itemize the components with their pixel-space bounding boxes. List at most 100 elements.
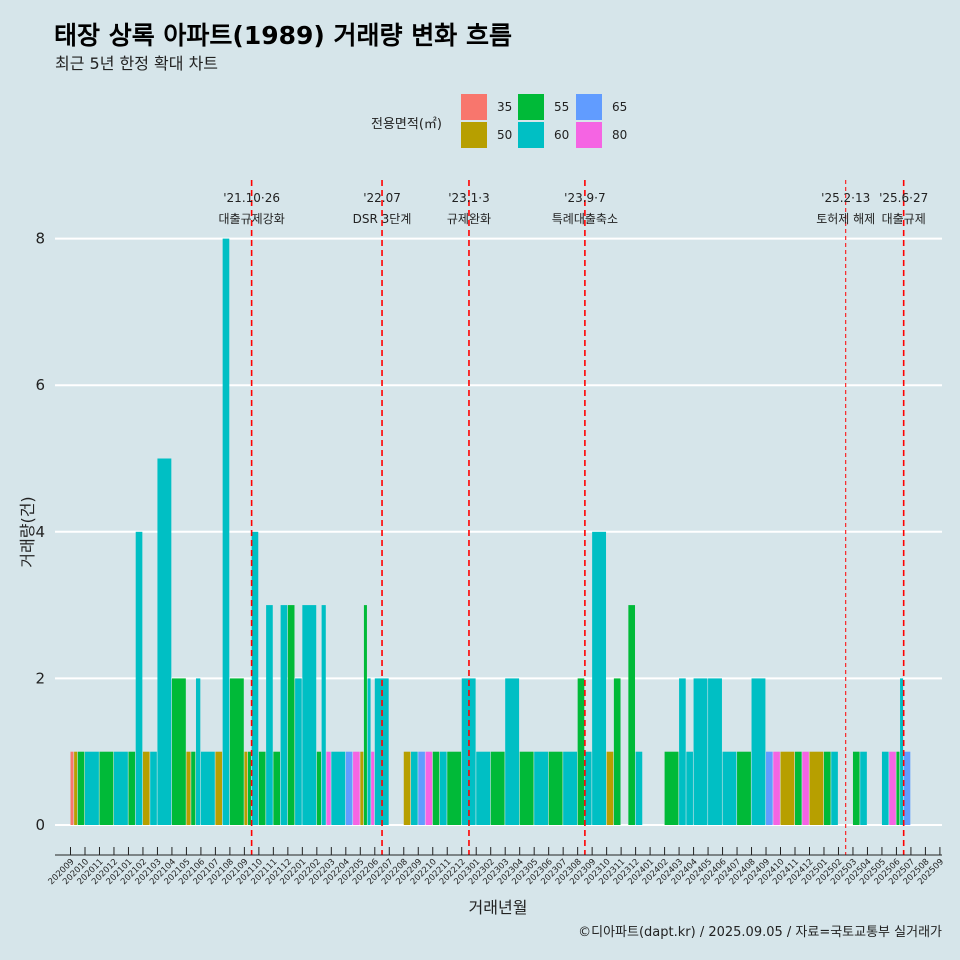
bar-11 xyxy=(171,678,186,825)
y-axis-title: 거래량(건) xyxy=(18,496,37,567)
y-tick-label: 0 xyxy=(35,816,45,834)
bar-80 xyxy=(881,751,889,825)
chart-title: 태장 상록 아파트(1989) 거래량 변화 흐름 xyxy=(54,21,512,50)
legend-swatch-50 xyxy=(461,122,487,148)
y-tick-label: 6 xyxy=(35,376,45,394)
event-label: DSR 3단계 xyxy=(353,212,412,226)
bar-74 xyxy=(802,751,809,825)
bar-27 xyxy=(295,678,302,825)
bar-7 xyxy=(135,531,143,825)
bar-36 xyxy=(363,605,367,825)
bar-61 xyxy=(635,751,643,825)
bar-13 xyxy=(191,751,196,825)
bar-40 xyxy=(403,751,411,825)
bar-19 xyxy=(244,751,248,825)
bar-8 xyxy=(142,751,150,825)
legend-label-35: 35 xyxy=(497,100,512,114)
bar-65 xyxy=(693,678,708,825)
bar-69 xyxy=(751,678,766,825)
bar-76 xyxy=(823,751,831,825)
bar-73 xyxy=(795,751,802,825)
bar-54 xyxy=(563,751,578,825)
event-date: '25.2·13 xyxy=(821,191,870,205)
bar-50 xyxy=(505,678,520,825)
legend-swatch-60 xyxy=(518,122,544,148)
bar-34 xyxy=(353,751,360,825)
bar-53 xyxy=(548,751,563,825)
legend-label-80: 80 xyxy=(612,128,627,142)
bar-28 xyxy=(302,605,317,825)
bar-21 xyxy=(251,531,259,825)
bar-0 xyxy=(70,751,74,825)
y-tick-label: 4 xyxy=(35,523,45,541)
event-date: '23.1·3 xyxy=(448,191,489,205)
y-tick-label: 8 xyxy=(35,230,45,248)
bar-52 xyxy=(534,751,549,825)
bar-38 xyxy=(371,751,375,825)
bar-66 xyxy=(708,678,722,825)
legend-label-65: 65 xyxy=(612,100,627,114)
bar-24 xyxy=(273,751,281,825)
bar-2 xyxy=(77,751,85,825)
bar-72 xyxy=(780,751,795,825)
bar-44 xyxy=(432,751,440,825)
bar-15 xyxy=(200,751,215,825)
event-label: 특례대출축소 xyxy=(552,212,618,226)
legend-label-60: 60 xyxy=(554,128,569,142)
bar-20 xyxy=(248,751,252,825)
bar-75 xyxy=(809,751,824,825)
bar-43 xyxy=(425,751,433,825)
legend-label-55: 55 xyxy=(554,100,569,114)
bar-57 xyxy=(592,531,607,825)
bar-55 xyxy=(577,678,585,825)
legend-swatch-65 xyxy=(576,94,602,120)
bar-3 xyxy=(84,751,99,825)
bar-77 xyxy=(831,751,838,825)
event-label: 대출규제강화 xyxy=(219,212,285,226)
bar-12 xyxy=(186,751,191,825)
bar-10 xyxy=(157,458,172,825)
bar-23 xyxy=(266,605,273,825)
chart-subtitle: 최근 5년 한정 확대 차트 xyxy=(55,54,218,73)
bar-48 xyxy=(476,751,491,825)
bar-68 xyxy=(737,751,751,825)
bar-16 xyxy=(215,751,223,825)
bar-17 xyxy=(222,238,230,826)
bar-83 xyxy=(900,678,904,825)
bar-70 xyxy=(766,751,773,825)
bar-62 xyxy=(664,751,679,825)
x-axis-title: 거래년월 xyxy=(469,898,528,917)
bar-29 xyxy=(316,751,322,825)
event-date: '25.6·27 xyxy=(879,191,928,205)
y-axis: 0 2 4 6 8 xyxy=(35,230,45,834)
bar-56 xyxy=(584,751,592,825)
bar-22 xyxy=(258,751,266,825)
bar-30 xyxy=(321,605,326,825)
bar-60 xyxy=(628,605,636,825)
bar-64 xyxy=(686,751,693,825)
bars xyxy=(70,238,911,826)
event-label: 토허제 해제 xyxy=(816,212,875,226)
bar-42 xyxy=(418,751,425,825)
bar-14 xyxy=(195,678,201,825)
bar-45 xyxy=(439,751,447,825)
caption: ©디아파트(dapt.kr) / 2025.09.05 / 자료=국토교통부 실… xyxy=(578,925,942,940)
bar-6 xyxy=(128,751,136,825)
bar-82 xyxy=(896,751,900,825)
legend: 전용면적(㎡) 35 50 55 60 65 80 xyxy=(371,94,627,148)
legend-swatch-35 xyxy=(461,94,487,120)
legend-swatch-55 xyxy=(518,94,544,120)
bar-59 xyxy=(613,678,621,825)
bar-79 xyxy=(860,751,867,825)
bar-37 xyxy=(367,678,371,825)
event-date: '21.10·26 xyxy=(223,191,280,205)
event-lines: '21.10·26 대출규제강화 '22.07 DSR 3단계 '23.1·3 규제완화 '… xyxy=(219,180,928,855)
bar-51 xyxy=(519,751,534,825)
x-axis: 2020092020102020112020122021012021022021… xyxy=(47,847,946,887)
bar-41 xyxy=(411,751,418,825)
y-tick-label: 2 xyxy=(35,669,45,687)
bar-63 xyxy=(679,678,686,825)
legend-swatch-80 xyxy=(576,122,602,148)
event-label: 대출규제 xyxy=(882,212,926,226)
